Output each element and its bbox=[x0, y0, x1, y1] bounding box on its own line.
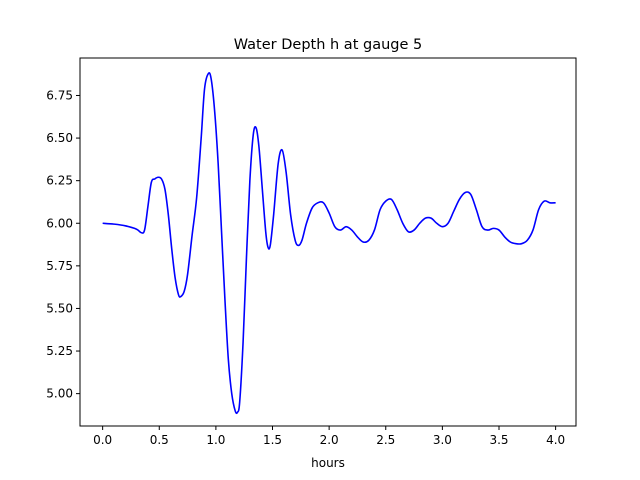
x-tick-label: 0.5 bbox=[150, 433, 169, 447]
x-tick-label: 2.0 bbox=[320, 433, 339, 447]
x-tick-label: 4.0 bbox=[546, 433, 565, 447]
y-axis: 5.00 5.25 5.50 5.75 6.00 6.25 6.50 6.75 bbox=[46, 88, 80, 401]
y-tick-label: 5.50 bbox=[46, 301, 73, 315]
y-tick-label: 5.25 bbox=[46, 344, 73, 358]
x-tick-label: 3.5 bbox=[489, 433, 508, 447]
x-tick-label: 1.0 bbox=[206, 433, 225, 447]
series-line-0 bbox=[102, 72, 556, 415]
x-axis: 0.0 0.5 1.0 1.5 2.0 2.5 3.0 3.5 4.0 bbox=[93, 426, 565, 447]
y-tick-label: 5.00 bbox=[46, 387, 73, 401]
x-tick-label: 0.0 bbox=[93, 433, 112, 447]
x-tick-label: 3.0 bbox=[433, 433, 452, 447]
x-tick-label: 1.5 bbox=[263, 433, 282, 447]
y-tick-label: 6.00 bbox=[46, 216, 73, 230]
y-tick-label: 6.75 bbox=[46, 88, 73, 102]
y-tick-label: 5.75 bbox=[46, 259, 73, 273]
x-tick-label: 2.5 bbox=[376, 433, 395, 447]
axes-frame bbox=[79, 57, 577, 427]
y-tick-label: 6.50 bbox=[46, 131, 73, 145]
y-tick-label: 6.25 bbox=[46, 174, 73, 188]
chart-title: Water Depth h at gauge 5 bbox=[234, 37, 422, 53]
plot-area bbox=[79, 57, 577, 427]
x-axis-label: hours bbox=[311, 456, 345, 470]
